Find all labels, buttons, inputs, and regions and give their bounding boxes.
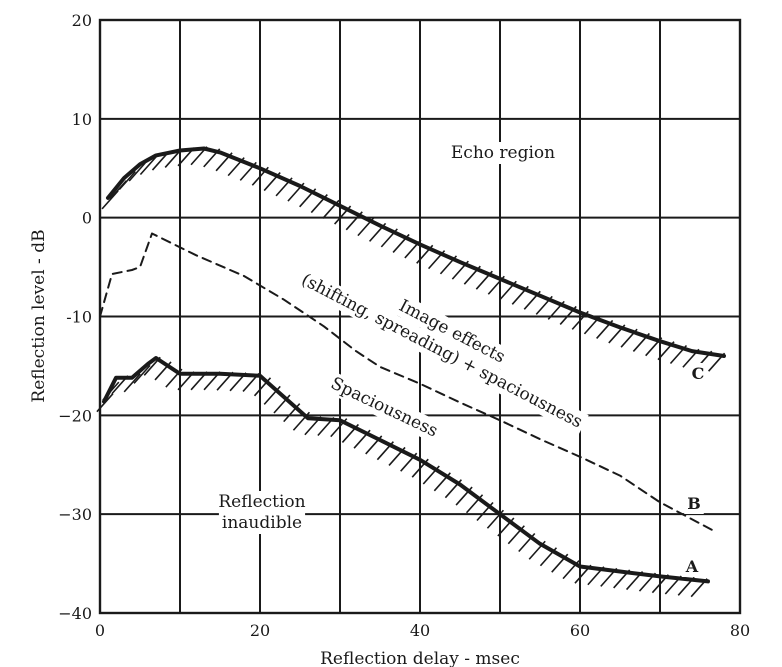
x-tick-label: 60 <box>570 621 590 640</box>
label-backgrounds <box>215 142 708 577</box>
y-axis-label: Reflection level - dB <box>29 229 49 402</box>
label-background <box>681 556 702 577</box>
hatch-marks <box>96 146 726 598</box>
curve-b <box>99 232 717 533</box>
label-background <box>215 491 309 513</box>
label-background <box>688 363 708 384</box>
image-effects-detail-label: (shifting, spreading) + spaciousness <box>298 270 586 433</box>
plot-frame <box>98 18 742 615</box>
label-background <box>324 371 444 444</box>
x-axis-label: Reflection delay - msec <box>320 649 520 667</box>
curves <box>99 146 726 584</box>
curve-b-label: B <box>687 494 701 513</box>
y-tick-label: 0 <box>82 209 92 228</box>
reflection-inaudible-label-line2: inaudible <box>222 513 302 533</box>
label-background <box>684 493 704 514</box>
echo-region-label: Echo region <box>451 143 555 163</box>
hatch-mark <box>139 155 158 176</box>
y-tick-label: −30 <box>58 505 92 524</box>
x-tick-label: 20 <box>250 621 270 640</box>
hatch-mark <box>118 170 136 191</box>
label-background <box>218 512 306 534</box>
curve-c <box>106 146 726 358</box>
hatch-mark <box>123 373 141 393</box>
hatch-mark <box>133 364 151 384</box>
y-tick-label: −40 <box>58 604 92 623</box>
tick-labels: 0 20 40 60 80 20 10 0 -10 −20 −30 −40 <box>58 11 750 640</box>
x-tick-label: 80 <box>730 621 750 640</box>
hatch-mark <box>128 162 146 182</box>
spaciousness-label: Spaciousness <box>327 373 440 441</box>
reflection-inaudible-label-line1: Reflection <box>218 492 305 512</box>
y-tick-label: -10 <box>66 308 92 327</box>
label-background <box>392 293 512 370</box>
x-tick-label: 0 <box>95 621 105 640</box>
label-background <box>447 142 559 164</box>
y-tick-label: 10 <box>72 110 92 129</box>
label-background <box>294 267 589 435</box>
curve-c-label: C <box>692 364 705 383</box>
curve-a <box>102 356 710 584</box>
curve-a-label: A <box>685 557 699 576</box>
y-tick-label: 20 <box>72 11 92 30</box>
y-tick-label: −20 <box>58 406 92 425</box>
x-tick-label: 40 <box>410 621 430 640</box>
